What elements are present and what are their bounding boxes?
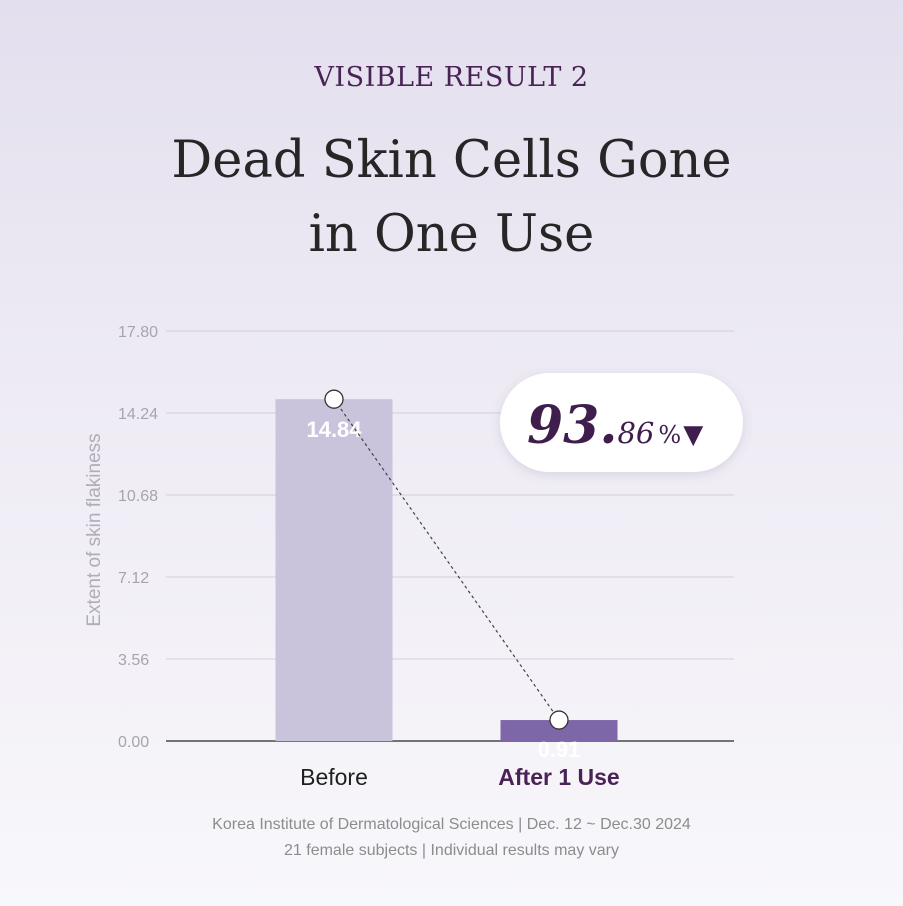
bar-value-label: 0.91 — [538, 737, 581, 762]
category-label: After 1 Use — [498, 764, 619, 790]
y-tick-label: 14.24 — [118, 406, 158, 423]
down-arrow-icon: ▼ — [683, 420, 703, 450]
eyebrow-label: VISIBLE RESULT 2 — [314, 62, 589, 93]
y-tick-label: 0.00 — [118, 734, 149, 751]
source-note: Korea Institute of Dermatological Scienc… — [212, 816, 691, 833]
title-line-2: in One Use — [308, 205, 595, 264]
bar-value-label: 14.84 — [306, 417, 362, 442]
y-tick-label: 17.80 — [118, 324, 158, 341]
bar-before — [275, 399, 393, 741]
badge-big-number: 93. — [527, 395, 617, 456]
badge-unit: % — [658, 421, 681, 449]
data-point-marker — [324, 389, 344, 409]
y-tick-label: 7.12 — [118, 570, 149, 587]
title-line-1: Dead Skin Cells Gone — [171, 131, 732, 190]
page-title: Dead Skin Cells Gone in One Use — [0, 124, 903, 272]
badge-pill — [500, 373, 743, 472]
badge-small-number: 86 — [617, 416, 654, 450]
trend-connector — [333, 398, 560, 721]
y-tick-label: 3.56 — [118, 652, 149, 669]
y-tick-label: 10.68 — [118, 488, 158, 505]
disclaimer-note: 21 female subjects | Individual results … — [284, 842, 619, 859]
reduction-badge: 93.86 %▼ — [500, 373, 743, 472]
bar-after — [500, 720, 618, 741]
data-point-marker — [549, 710, 569, 730]
svg-text:93.86%▼: 93.86 %▼ — [527, 395, 703, 456]
category-label: Before — [300, 764, 368, 790]
y-axis-label: Extent of skin flakiness — [84, 433, 105, 626]
